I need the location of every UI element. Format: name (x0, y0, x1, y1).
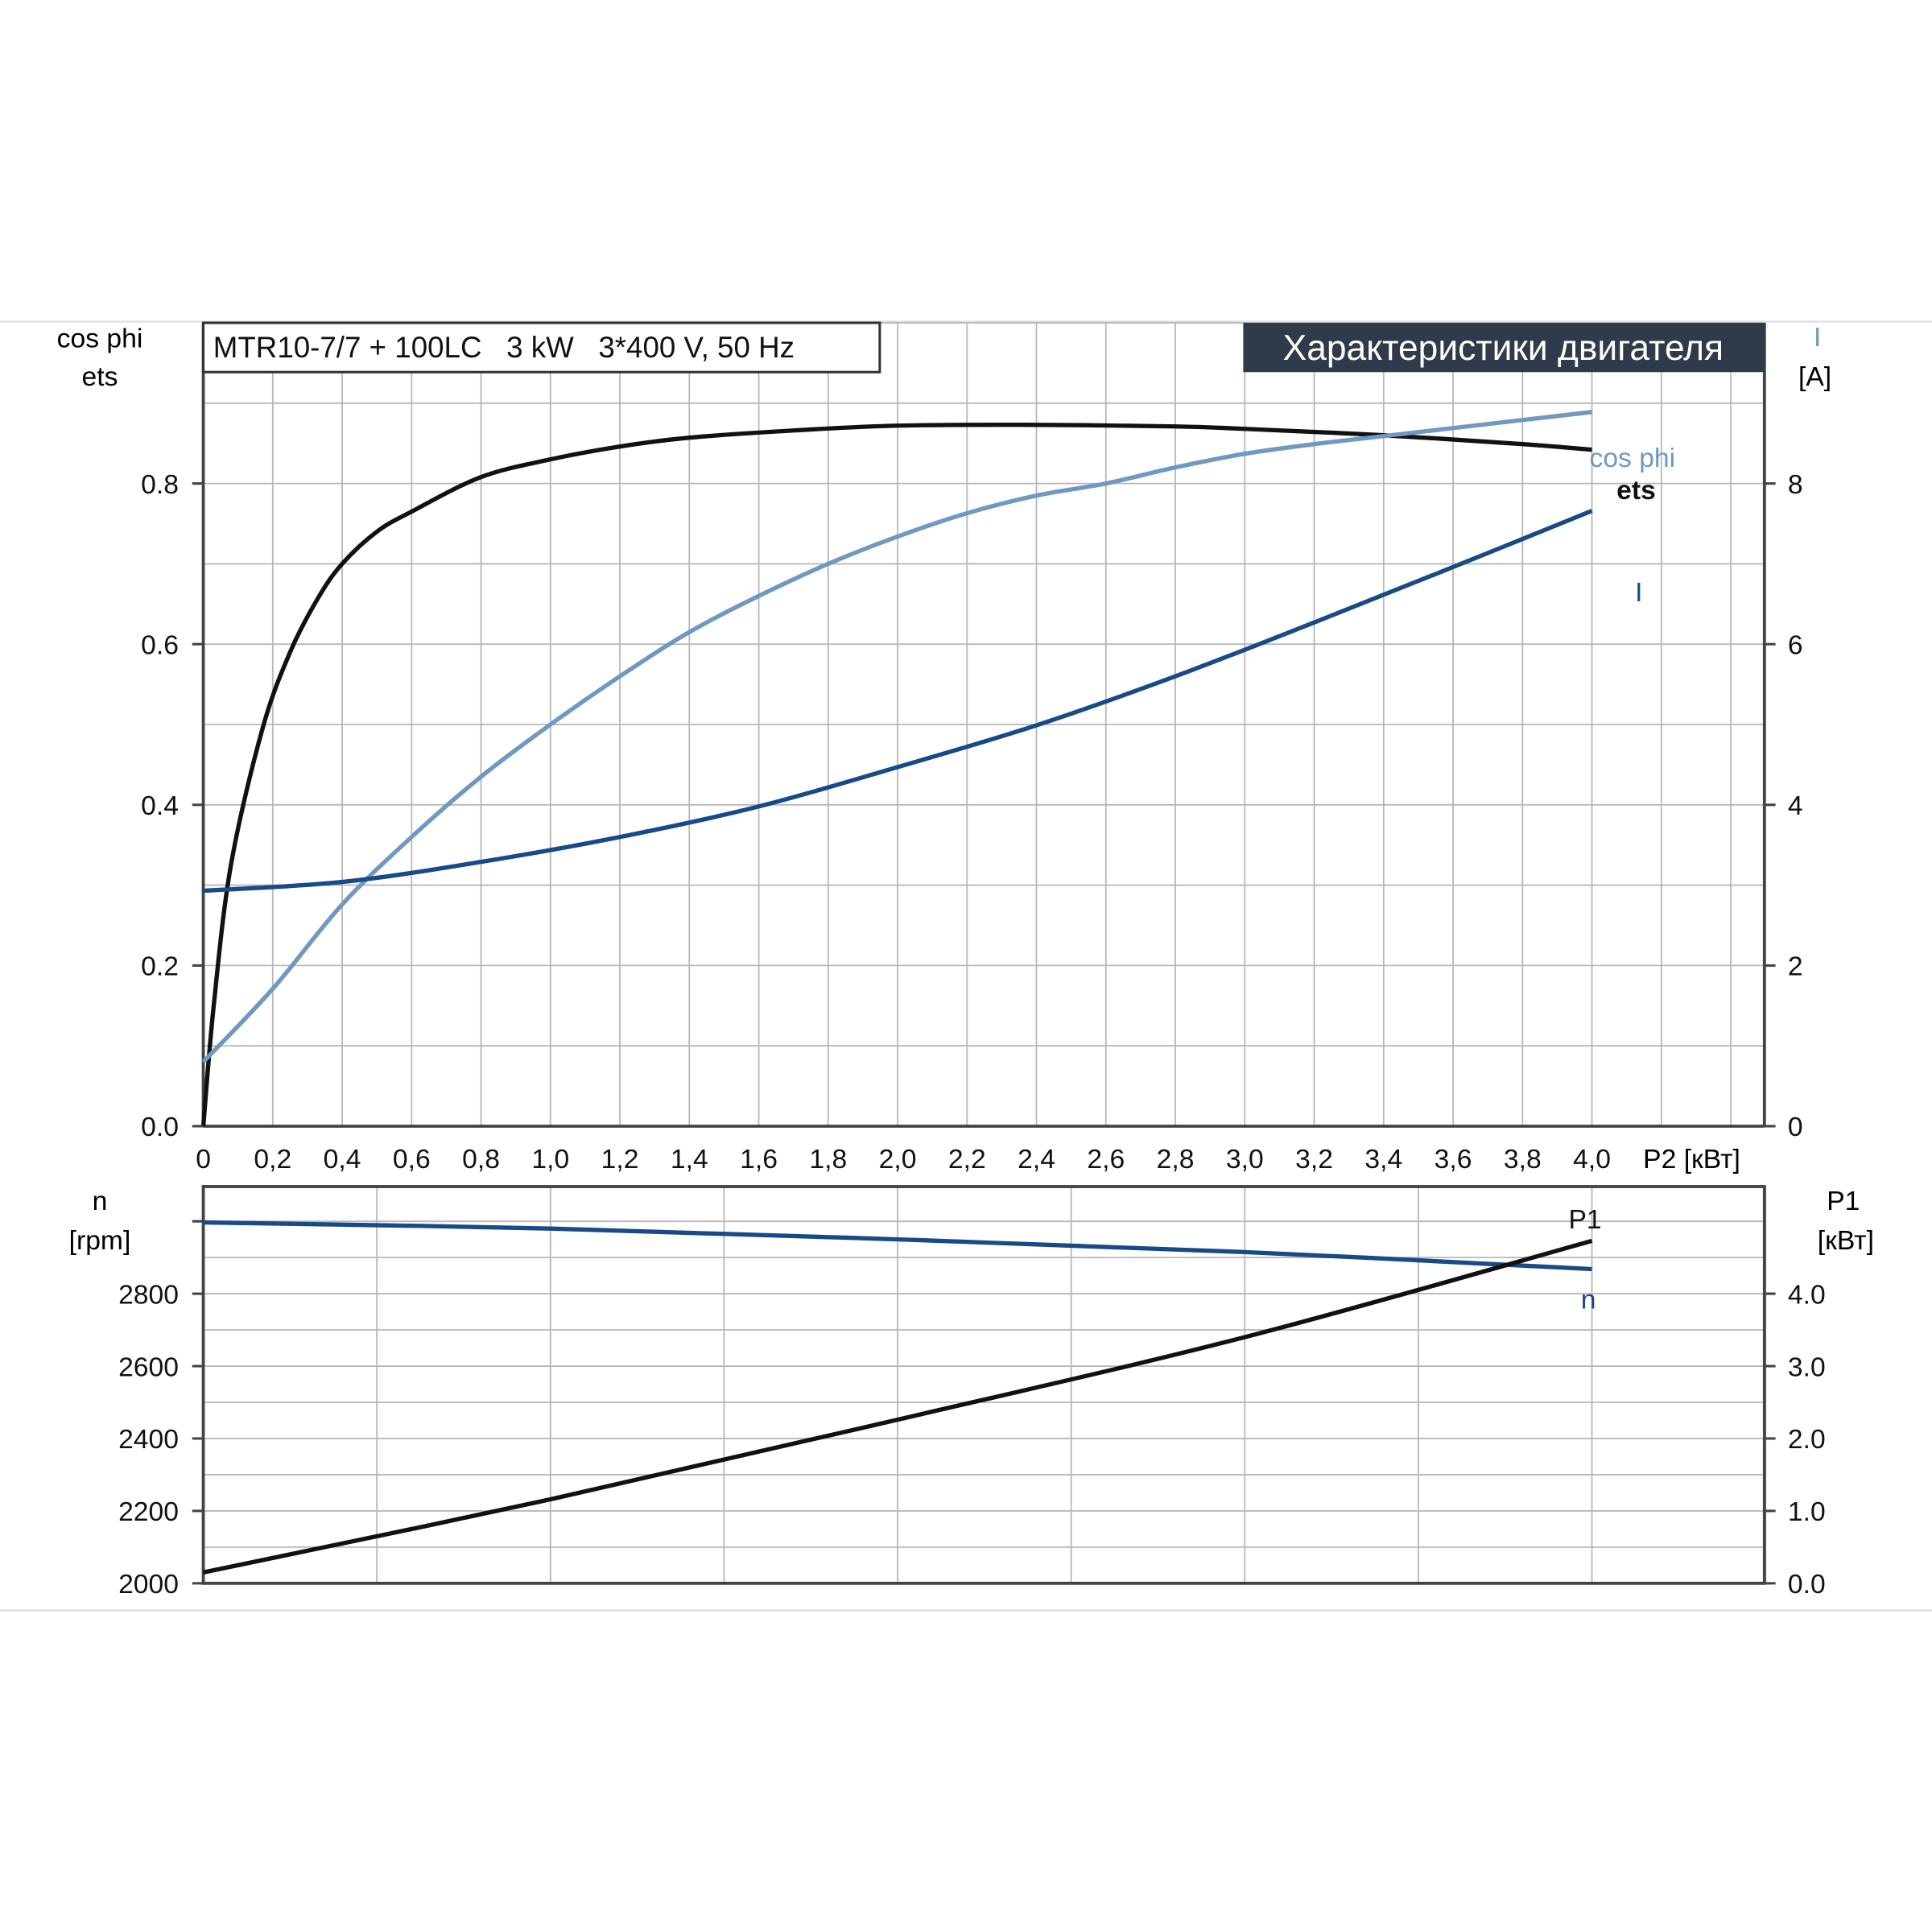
x-tick-label: 2,2 (948, 1145, 986, 1174)
title-box (1243, 323, 1765, 373)
x-tick-label: 4,0 (1573, 1145, 1611, 1174)
y-tick-label-right: 0 (1788, 1113, 1803, 1142)
y-tick-label-right: 1.0 (1788, 1497, 1826, 1527)
y-tick-label-right: 2.0 (1788, 1425, 1826, 1455)
y-tick-label-left: 0.4 (141, 791, 179, 821)
y-tick-label-right: 0.0 (1788, 1570, 1826, 1600)
x-tick-label: 0,2 (254, 1145, 291, 1174)
chart-title: Характеристики двигателя (1283, 328, 1724, 368)
xlabel-p2: P2 [кВт] (1643, 1145, 1740, 1174)
x-tick-label: 0,8 (462, 1145, 500, 1174)
y-tick-label-left: 0.2 (141, 952, 179, 982)
y-tick-label-left: 0.8 (141, 470, 179, 500)
series-cos-phi-line (201, 410, 1592, 1063)
ylabel-cos-phi: cos phi (57, 324, 143, 354)
ylabel-ets: ets (82, 362, 118, 392)
x-tick-label: 0,6 (393, 1145, 431, 1174)
series-label-n: n (1581, 1286, 1596, 1315)
model-box (202, 321, 881, 374)
x-tick-label: 1,8 (809, 1145, 847, 1174)
x-tick-label: 1,6 (740, 1145, 778, 1174)
x-tick-label: 2,4 (1018, 1145, 1055, 1174)
y-tick-label-right: 3.0 (1788, 1352, 1826, 1382)
series-label-cos-phi: cos phi (1589, 444, 1675, 473)
x-tick-label: 3,0 (1226, 1145, 1264, 1174)
ylabel-current-unit: [A] (1798, 362, 1831, 392)
ylabel-rpm: [rpm] (69, 1226, 131, 1256)
y-tick-label-left: 2400 (118, 1425, 179, 1455)
x-tick-label: 0 (196, 1145, 211, 1174)
bottom-grid (201, 1185, 1767, 1585)
y-tick-label-right: 4.0 (1788, 1280, 1826, 1310)
y-tick-label-left: 2800 (118, 1280, 179, 1310)
series-n-line (203, 1220, 1592, 1272)
bottom-plot-frame (201, 1185, 1766, 1585)
x-tick-label: 3,2 (1295, 1145, 1333, 1174)
x-tick-label: 3,4 (1364, 1145, 1402, 1174)
series-label-p1: P1 (1568, 1205, 1601, 1235)
x-tick-label: 2,6 (1087, 1145, 1125, 1174)
x-tick-label: 3,8 (1504, 1145, 1542, 1174)
y-tick-label-right: 6 (1788, 630, 1803, 660)
series-I-line (203, 509, 1593, 894)
series-ets-line (200, 423, 1592, 1127)
series-P1-line (202, 1238, 1593, 1575)
x-tick-label: 1,2 (601, 1145, 639, 1174)
ylabel-p1: P1 (1827, 1187, 1860, 1216)
ylabel-p1-unit: [кВт] (1818, 1226, 1874, 1256)
x-tick-label: 1,4 (671, 1145, 708, 1174)
y-tick-label-left: 2200 (118, 1497, 179, 1527)
y-tick-label-right: 4 (1788, 791, 1803, 821)
y-tick-label-left: 0.0 (141, 1113, 179, 1142)
y-tick-label-left: 2600 (118, 1352, 179, 1382)
y-tick-label-left: 2000 (118, 1570, 179, 1600)
series-label-current: I (1635, 578, 1642, 608)
y-tick-label-right: 8 (1788, 470, 1803, 500)
x-tick-label: 2,8 (1157, 1145, 1195, 1174)
curves (200, 410, 1593, 1575)
series-label-ets: ets (1616, 476, 1656, 506)
y-tick-label-left: 0.6 (141, 630, 179, 660)
ylabel-n: n (93, 1187, 108, 1216)
x-tick-label: 1,0 (531, 1145, 569, 1174)
x-tick-label: 2,0 (879, 1145, 917, 1174)
model-label: MTR10-7/7 + 100LC 3 kW 3*400 V, 50 Hz (213, 331, 795, 364)
y-tick-label-right: 2 (1788, 952, 1803, 982)
x-tick-label: 0,4 (324, 1145, 361, 1174)
tick-labels: 0 0,2 0,4 0,6 0,8 1,0 1,2 1,4 1,6 1,8 2,0 2,2 2,4 2,6… (118, 470, 1826, 1600)
x-tick-label: 3,6 (1435, 1145, 1472, 1174)
ylabel-current: I (1814, 323, 1821, 353)
